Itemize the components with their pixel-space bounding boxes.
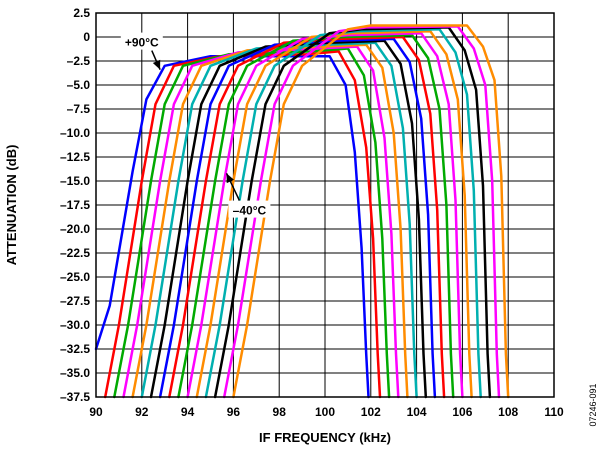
series-line-8 [158, 37, 437, 399]
y-tick-label-7: –15.0 [60, 174, 90, 188]
x-tick-label-4: 98 [273, 405, 287, 419]
y-tick-label-4: –7.5 [67, 102, 91, 116]
y-tick-label-13: –30.0 [60, 318, 90, 332]
annotations: +90°C –40°C [120, 32, 271, 218]
series-line-11 [186, 31, 464, 399]
y-tick-label-8: –17.5 [60, 198, 90, 212]
x-tick-label-8: 106 [452, 405, 472, 419]
y-tick-label-14: –32.5 [60, 342, 90, 356]
series-line-12 [195, 29, 473, 399]
x-tick-label-3: 96 [227, 405, 241, 419]
plot-frame [95, 12, 555, 398]
x-tick-label-7: 104 [407, 405, 427, 419]
series-line-5 [131, 43, 409, 399]
y-tick-label-2: –2.5 [67, 54, 91, 68]
x-tick-label-10: 110 [544, 405, 564, 419]
y-tick-label-6: –12.5 [60, 150, 90, 164]
y-tick-label-16: –37.5 [60, 390, 90, 404]
annotation-label-0: +90°C [125, 36, 159, 50]
series-line-9 [168, 35, 446, 399]
series-lines [94, 24, 510, 399]
x-tick-label-6: 102 [361, 405, 381, 419]
annotation-bg-0 [120, 32, 163, 50]
y-tick-labels: 2.5 0 –2.5 –5.0 –7.5 –10.0 –12.5 –15.0 –17.5 –20.… [60, 6, 90, 404]
figure-id: 07246-091 [588, 383, 598, 426]
y-tick-label-1: 0 [83, 30, 90, 44]
x-tick-label-2: 94 [181, 405, 195, 419]
y-tick-label-0: 2.5 [73, 6, 90, 20]
x-tick-label-9: 108 [498, 405, 518, 419]
y-tick-label-15: –35.0 [60, 366, 90, 380]
y-tick-label-9: –20.0 [60, 222, 90, 236]
y-tick-label-3: –5.0 [67, 78, 91, 92]
y-tick-label-12: –27.5 [60, 294, 90, 308]
annotation-bg-1 [228, 200, 271, 218]
series-line-6 [140, 41, 418, 399]
x-axis-label: IF FREQUENCY (kHz) [259, 430, 391, 445]
annotation-arrow-head-1 [226, 173, 234, 184]
x-tick-label-1: 92 [135, 405, 149, 419]
annotation-label-1: –40°C [233, 204, 267, 218]
series-line-1 [94, 54, 370, 399]
x-tick-label-5: 100 [315, 405, 335, 419]
series-line-16 [232, 24, 510, 399]
y-tick-label-5: –10.0 [60, 126, 90, 140]
y-axis-label: ATTENUATION (dB) [4, 145, 19, 266]
series-line-10 [177, 33, 455, 399]
y-tick-label-11: –25.0 [60, 270, 90, 284]
annotation-arrow-head-0 [152, 59, 161, 70]
x-tick-labels: 90 92 94 96 98 100 102 104 106 108 110 [89, 405, 564, 419]
y-tick-label-10: –22.5 [60, 246, 90, 260]
x-tick-label-0: 90 [89, 405, 103, 419]
series-line-14 [213, 26, 492, 399]
series-line-13 [204, 28, 482, 399]
